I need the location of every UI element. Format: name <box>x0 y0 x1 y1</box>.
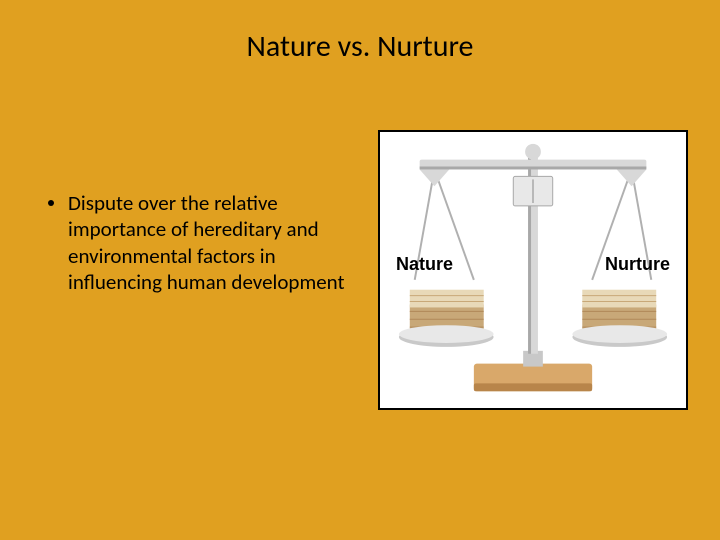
scale-label-left: Nature <box>396 254 453 275</box>
bullet-text: Dispute over the relative importance of … <box>68 190 348 295</box>
scale-label-right: Nurture <box>605 254 670 275</box>
list-item: Dispute over the relative importance of … <box>48 190 348 295</box>
bullet-icon <box>48 200 54 206</box>
bullet-list: Dispute over the relative importance of … <box>48 190 348 295</box>
scale-image: Nature Nurture <box>378 130 688 410</box>
slide-title: Nature vs. Nurture <box>0 28 720 65</box>
